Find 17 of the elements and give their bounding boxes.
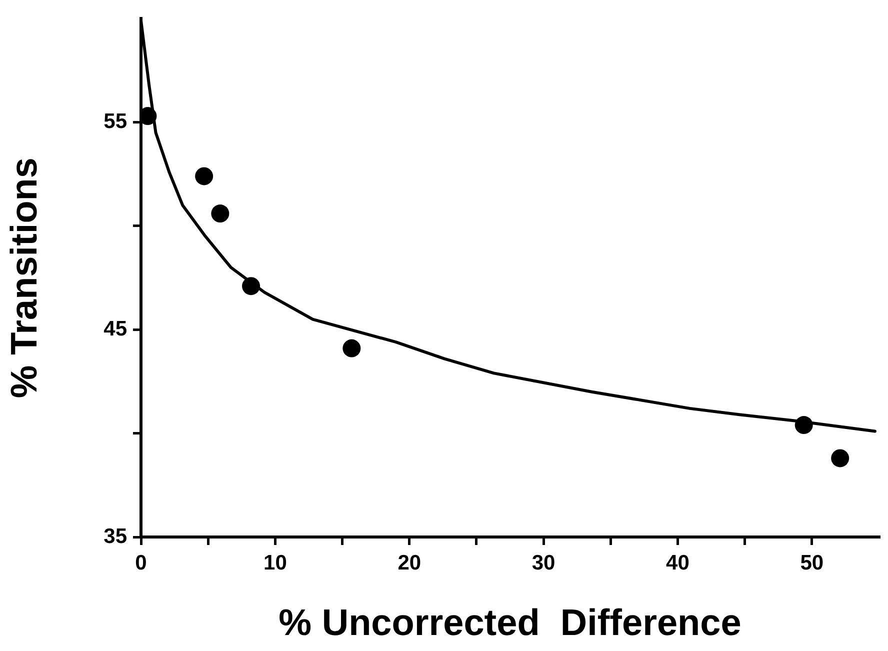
y-axis-title: % Transitions: [3, 158, 44, 398]
point: [342, 339, 361, 358]
y-tick-label: 45: [104, 317, 128, 340]
point: [794, 416, 813, 434]
y-tick-label: 35: [104, 524, 128, 548]
x-tick-label: 20: [398, 551, 422, 574]
x-axis-title: % Uncorrected Difference: [278, 602, 742, 644]
x-tick-label: 40: [666, 551, 690, 574]
point: [211, 204, 230, 223]
point: [195, 167, 214, 186]
x-tick-label: 30: [532, 551, 556, 574]
point: [831, 449, 850, 468]
x-tick-label: 50: [800, 551, 824, 574]
y-tick-label: 55: [104, 110, 128, 134]
point: [242, 277, 260, 296]
x-tick-label: 10: [264, 551, 287, 574]
x-tick-label: 0: [135, 551, 147, 574]
